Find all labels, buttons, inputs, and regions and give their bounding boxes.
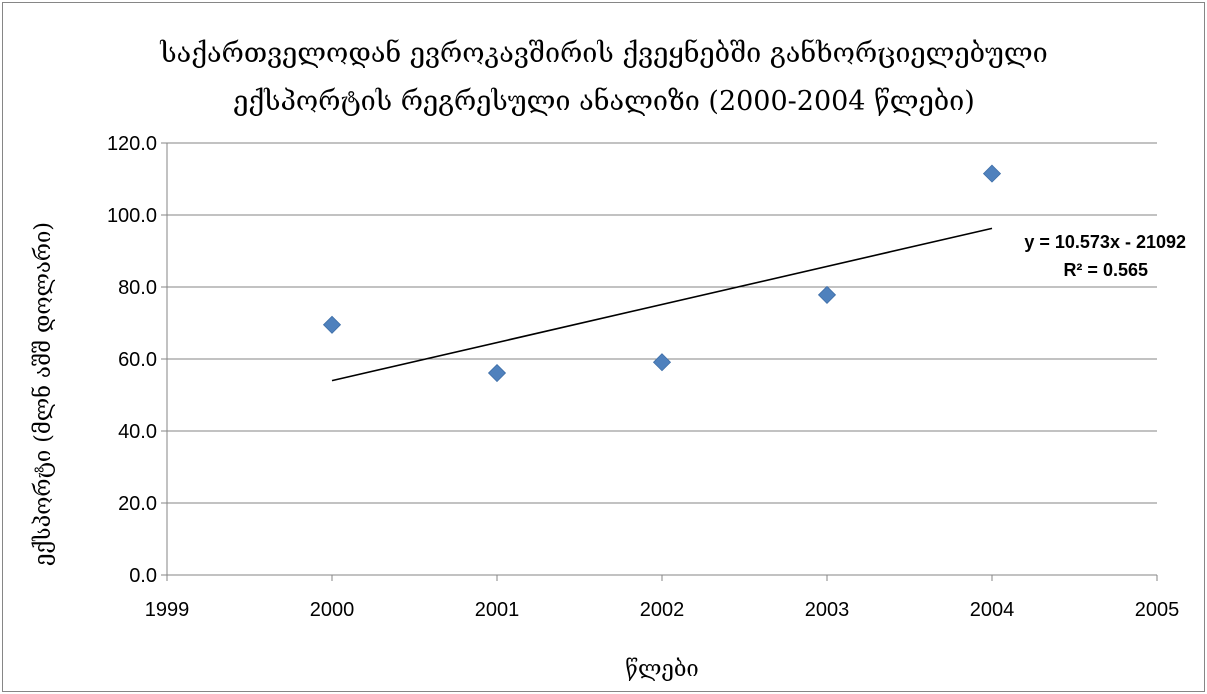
x-tick-label: 2005 xyxy=(1135,599,1180,621)
data-point xyxy=(652,353,672,372)
gridlines xyxy=(167,142,1157,504)
y-tick-label: 40.0 xyxy=(118,421,157,443)
data-points xyxy=(322,164,1002,383)
y-axis-title: ექსპორტი (მლნ აშშ დოლარი) xyxy=(30,222,56,566)
x-tick-labels: 1999 2000 2001 2002 2003 2004 2005 xyxy=(145,599,1180,621)
chart-title-line-1: საქართველოდან ევროკავშირის ქვეყნებში გან… xyxy=(159,38,1048,69)
y-tick-label: 80.0 xyxy=(118,277,157,299)
x-tick-label: 2001 xyxy=(475,599,520,621)
y-tick-label: 120.0 xyxy=(107,133,157,155)
data-point xyxy=(982,164,1002,183)
chart-title: საქართველოდან ევროკავშირის ქვეყნებში გან… xyxy=(159,38,1048,117)
trendline xyxy=(331,227,993,382)
chart-title-line-2: ექსპორტის რეგრესული ანალიზი (2000-2004 წ… xyxy=(233,86,975,117)
trendline-line xyxy=(331,227,993,382)
x-axis-title: წლები xyxy=(625,657,698,682)
data-point xyxy=(487,363,507,383)
data-point xyxy=(322,315,342,334)
data-point xyxy=(817,285,837,304)
axes xyxy=(161,142,1158,581)
x-tick-label: 2004 xyxy=(970,599,1015,621)
y-tick-label: 60.0 xyxy=(118,349,157,371)
y-tick-labels: 0.0 20.0 40.0 60.0 80.0 100.0 120.0 xyxy=(107,133,157,587)
x-tick-label: 2003 xyxy=(805,599,850,621)
x-tick-label: 1999 xyxy=(145,599,190,621)
trendline-equation: y = 10.573x - 21092 xyxy=(1024,232,1186,252)
x-tick-label: 2002 xyxy=(640,599,685,621)
x-tick-label: 2000 xyxy=(310,599,355,621)
y-tick-label: 20.0 xyxy=(118,493,157,515)
y-tick-label: 100.0 xyxy=(107,205,157,227)
y-tick-label: 0.0 xyxy=(129,565,157,587)
trendline-r2: R² = 0.565 xyxy=(1063,260,1148,280)
